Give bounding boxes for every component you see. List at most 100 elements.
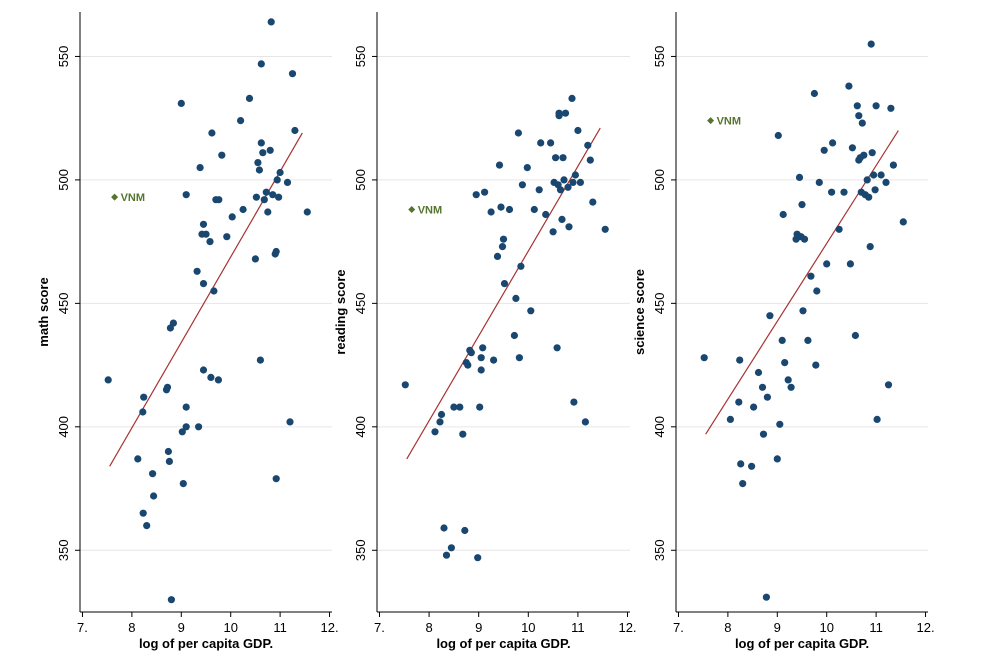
data-point — [784, 376, 792, 384]
data-point — [542, 210, 550, 219]
data-point — [523, 164, 531, 172]
data-point — [493, 252, 502, 260]
data-point — [260, 196, 268, 204]
data-point — [178, 428, 186, 436]
data-point — [497, 203, 505, 211]
data-point — [866, 243, 874, 251]
data-point — [758, 383, 767, 391]
data-point — [207, 373, 215, 381]
data-point — [500, 280, 509, 288]
data-point — [868, 149, 876, 157]
y-tick-label: 450 — [353, 293, 368, 315]
y-axis-title: reading score — [333, 269, 348, 354]
data-point — [273, 176, 281, 184]
data-point — [589, 198, 597, 206]
data-point — [164, 447, 172, 456]
data-point — [401, 381, 409, 389]
data-point — [547, 139, 555, 147]
vnm-marker — [707, 117, 715, 125]
data-point — [867, 40, 875, 48]
data-point — [182, 403, 190, 411]
data-point — [800, 235, 809, 243]
data-point — [860, 151, 868, 159]
science-score-panel: VNM 7. 8 9 10 11 12. 350 400 450 500 550 log of per … — [632, 12, 935, 651]
data-point — [206, 238, 214, 246]
x-tick-label: 10 — [521, 620, 535, 635]
data-point — [828, 188, 836, 196]
data-point — [272, 247, 280, 256]
data-point — [498, 243, 507, 251]
data-point — [787, 383, 795, 391]
data-point — [527, 307, 535, 315]
vnm-marker — [408, 206, 416, 214]
x-tick-label: 12. — [916, 620, 934, 635]
vnm-label: VNM — [418, 205, 442, 217]
data-point — [195, 423, 203, 431]
data-point — [552, 154, 560, 162]
data-point — [237, 117, 245, 125]
data-point — [846, 260, 855, 268]
data-point — [456, 403, 464, 411]
data-point — [799, 307, 807, 315]
fit-line — [406, 127, 601, 460]
data-point — [199, 366, 208, 374]
data-point — [431, 428, 439, 436]
data-point — [555, 109, 563, 117]
data-point — [262, 188, 270, 196]
data-point — [889, 161, 898, 169]
data-point — [254, 159, 262, 167]
data-point — [288, 70, 297, 78]
data-point — [823, 260, 831, 268]
data-point — [199, 220, 208, 228]
vnm-label: VNM — [717, 116, 741, 128]
x-axis-title: log of per capita GDP. — [735, 636, 869, 651]
x-tick-label: 12. — [320, 620, 338, 635]
y-tick-label: 350 — [652, 539, 667, 561]
data-point — [576, 178, 585, 186]
data-point — [182, 191, 190, 199]
data-point — [166, 324, 174, 332]
y-tick-label: 550 — [56, 46, 71, 68]
data-point — [139, 408, 147, 416]
y-tick-label: 400 — [652, 416, 667, 438]
data-point — [574, 126, 582, 135]
data-point — [214, 376, 222, 384]
data-point — [487, 208, 495, 216]
data-point — [759, 430, 768, 438]
data-point — [795, 173, 804, 181]
x-tick-label: 7. — [374, 620, 385, 635]
data-point — [134, 455, 142, 463]
data-point — [887, 104, 895, 112]
y-tick-label: 550 — [353, 46, 368, 68]
data-point — [882, 178, 890, 186]
data-point — [239, 205, 247, 214]
data-point — [779, 210, 787, 219]
data-point — [518, 181, 527, 189]
data-point — [807, 272, 815, 280]
data-point — [863, 176, 871, 184]
x-tick-label: 9 — [475, 620, 482, 635]
data-point — [490, 356, 498, 364]
reading-score-panel: VNM 7. 8 9 10 11 12. 350 400 450 500 550 log of per … — [333, 12, 637, 651]
data-point — [570, 398, 578, 406]
data-point — [104, 376, 112, 384]
data-point — [804, 336, 812, 344]
data-point — [558, 215, 566, 223]
data-point — [840, 188, 848, 196]
data-point — [871, 186, 879, 194]
data-point — [829, 139, 837, 147]
fit-line — [109, 132, 303, 467]
y-tick-label: 500 — [652, 169, 667, 191]
data-point — [442, 551, 451, 559]
data-point — [773, 455, 781, 463]
data-point — [766, 312, 774, 320]
data-point — [202, 230, 210, 238]
data-point — [162, 386, 171, 394]
data-point — [870, 171, 878, 179]
data-point — [781, 359, 789, 367]
data-point — [778, 336, 786, 344]
data-point — [872, 102, 880, 110]
data-point — [193, 267, 201, 275]
data-point — [139, 509, 147, 517]
data-point — [447, 544, 455, 552]
